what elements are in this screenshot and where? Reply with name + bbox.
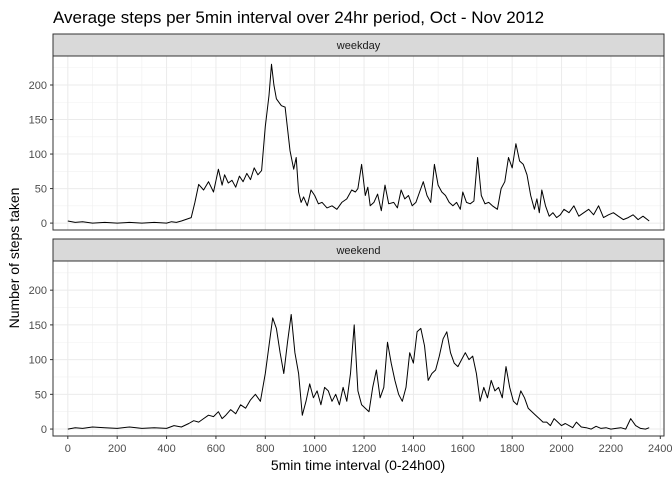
y-tick-label: 50 [35, 184, 47, 196]
x-axis-title: 5min time interval (0-24h00) [271, 457, 445, 473]
x-tick-label: 2000 [549, 443, 573, 455]
facet-panels: weekday 0 50 100 150 200 weekend 0 50 100 150 200 [29, 33, 665, 437]
facet-panel-weekday: weekday 0 50 100 150 200 [29, 33, 665, 231]
x-tick-label: 800 [256, 443, 274, 455]
facet-strip-label: weekend [335, 245, 380, 257]
x-tick-label: 400 [157, 443, 175, 455]
x-tick-label: 200 [108, 443, 126, 455]
y-tick-label: 200 [29, 80, 47, 92]
y-tick-label: 0 [41, 218, 47, 230]
y-axis-title: Number of steps taken [6, 188, 22, 329]
chart-title: Average steps per 5min interval over 24h… [53, 8, 544, 27]
y-tick-label: 150 [29, 115, 47, 127]
y-tick-label: 150 [29, 320, 47, 332]
x-tick-label: 1200 [352, 443, 376, 455]
panel-border [52, 55, 665, 231]
x-tick-label: 2200 [599, 443, 623, 455]
facet-panel-weekend: weekend 0 50 100 150 200 [29, 238, 665, 437]
x-tick-label: 1000 [302, 443, 326, 455]
series-line-weekday [67, 63, 650, 224]
panel-border [52, 260, 665, 437]
x-tick-label: 2400 [648, 443, 672, 455]
facet-strip-label: weekday [336, 40, 381, 52]
y-tick-label: 0 [41, 424, 47, 436]
x-tick-label: 600 [207, 443, 225, 455]
series-line-weekend [67, 314, 650, 430]
x-axis: 0 200 400 600 800 1000 1200 1400 1600 1800 2000 220… [65, 436, 672, 455]
y-tick-label: 100 [29, 149, 47, 161]
y-tick-label: 200 [29, 285, 47, 297]
y-tick-label: 50 [35, 389, 47, 401]
x-tick-label: 1600 [451, 443, 475, 455]
y-tick-label: 100 [29, 355, 47, 367]
x-tick-label: 0 [65, 443, 71, 455]
x-tick-label: 1400 [401, 443, 425, 455]
x-tick-label: 1800 [500, 443, 524, 455]
